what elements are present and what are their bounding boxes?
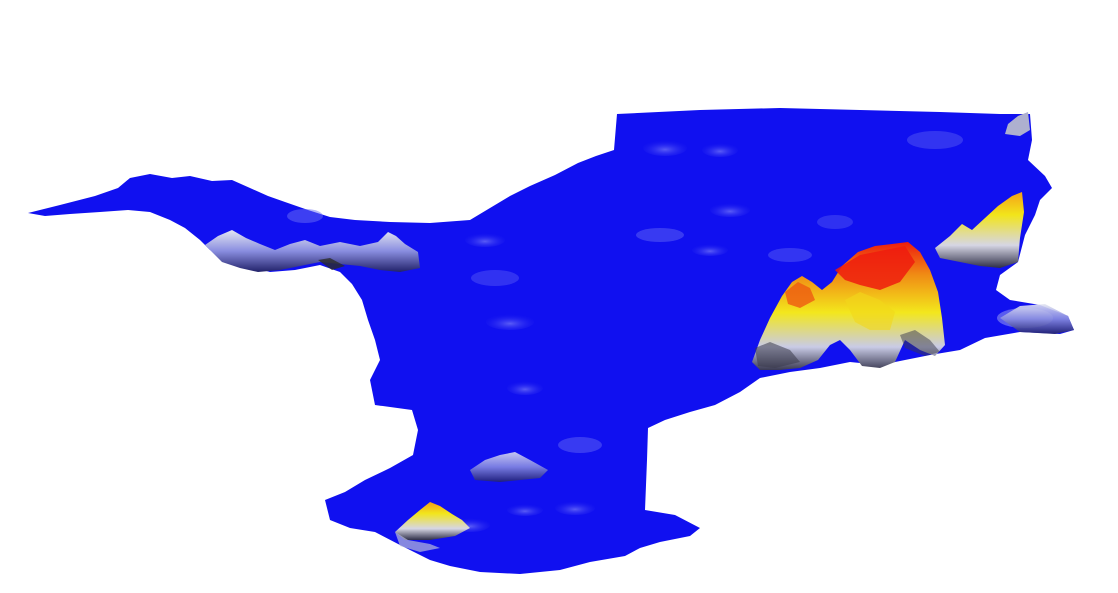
east-edge-bump	[1000, 304, 1074, 334]
east-main-peak	[752, 242, 945, 370]
northeast-peak	[935, 112, 1030, 268]
south-central-bump	[470, 452, 548, 482]
south-peak	[395, 502, 470, 552]
west-ridge	[205, 230, 420, 272]
region-surface	[28, 108, 1074, 574]
